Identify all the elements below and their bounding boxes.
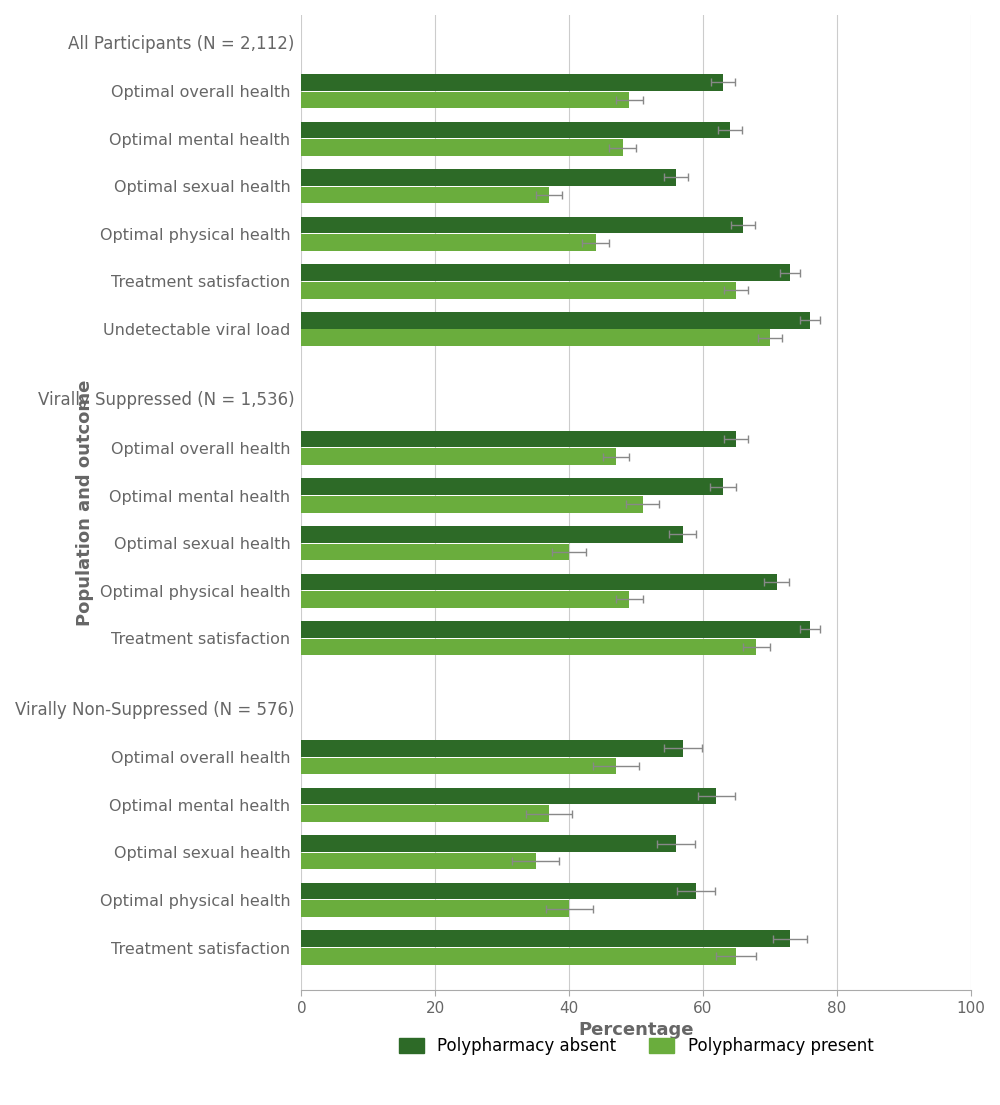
Bar (301, 883, 696, 899)
Bar (301, 573, 777, 590)
Bar (301, 329, 770, 346)
Bar (301, 449, 616, 465)
Bar (301, 758, 616, 775)
Bar (301, 217, 743, 233)
Bar (301, 496, 643, 513)
Bar (301, 264, 790, 281)
Bar (301, 853, 536, 870)
Bar (301, 74, 723, 91)
Bar (301, 740, 683, 757)
Text: Virally Non-Suppressed (N = 576): Virally Non-Suppressed (N = 576) (15, 701, 295, 718)
Bar (301, 169, 676, 186)
Text: Virally Suppressed (N = 1,536): Virally Suppressed (N = 1,536) (38, 391, 295, 409)
Bar (301, 835, 676, 852)
Bar (301, 788, 716, 804)
Text: All Participants (N = 2,112): All Participants (N = 2,112) (68, 34, 295, 53)
Bar (301, 948, 736, 965)
Bar (301, 431, 736, 448)
Bar (301, 139, 623, 156)
Bar (301, 639, 756, 655)
Bar (301, 806, 549, 822)
Bar (301, 282, 736, 298)
Bar (301, 526, 683, 543)
Bar (301, 930, 790, 947)
Bar (301, 591, 629, 608)
Bar (301, 234, 596, 251)
Bar (301, 92, 629, 108)
Y-axis label: Population and outcome: Population and outcome (76, 379, 94, 625)
Bar (301, 478, 723, 495)
Bar (301, 122, 730, 138)
Bar (301, 621, 810, 638)
Bar (301, 544, 569, 560)
Bar (301, 187, 549, 203)
Bar (301, 901, 569, 917)
X-axis label: Percentage: Percentage (578, 1021, 694, 1040)
Legend: Polypharmacy absent, Polypharmacy present: Polypharmacy absent, Polypharmacy presen… (399, 1038, 873, 1055)
Bar (301, 312, 810, 328)
